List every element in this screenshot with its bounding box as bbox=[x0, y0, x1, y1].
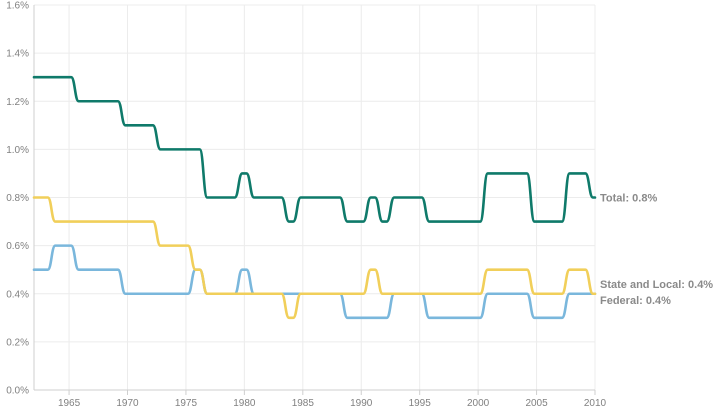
series-end-labels: Total: 0.8% State and Local: 0.4% Federal:… bbox=[600, 193, 713, 307]
y-tick-label: 1.2% bbox=[6, 97, 29, 108]
x-tick-label: 1965 bbox=[58, 398, 81, 408]
y-tick-label: 0.4% bbox=[6, 289, 29, 300]
x-tick-label: 1995 bbox=[409, 398, 432, 408]
y-tick-label: 1.4% bbox=[6, 49, 29, 60]
x-tick-label: 1985 bbox=[292, 398, 315, 408]
y-tick-label: 0.8% bbox=[6, 193, 29, 204]
y-tick-label: 0.0% bbox=[6, 386, 29, 397]
x-tick-label: 2000 bbox=[467, 398, 490, 408]
series-line-total bbox=[32, 75, 597, 223]
y-tick-label: 0.6% bbox=[6, 241, 29, 252]
series-lines bbox=[32, 75, 597, 320]
end-label-state_local: State and Local: 0.4% bbox=[600, 279, 713, 291]
y-tick-label: 1.0% bbox=[6, 145, 29, 156]
axes: 0.0% 0.2% 0.4% 0.6% 0.8% 1.0% 1.2% 1.4% 1.6% 1965… bbox=[6, 1, 606, 408]
y-tick-label: 0.2% bbox=[6, 337, 29, 348]
x-tick-label: 1990 bbox=[350, 398, 373, 408]
end-label-federal: Federal: 0.4% bbox=[600, 295, 671, 307]
x-tick-label: 1970 bbox=[116, 398, 139, 408]
end-label-total: Total: 0.8% bbox=[600, 193, 657, 205]
x-tick-label: 1980 bbox=[233, 398, 256, 408]
y-tick-label: 1.6% bbox=[6, 1, 29, 12]
series-line-federal bbox=[32, 244, 597, 320]
x-tick-label: 2005 bbox=[525, 398, 548, 408]
x-tick-label: 2010 bbox=[584, 398, 607, 408]
series-line-state_local bbox=[32, 196, 597, 320]
x-tick-label: 1975 bbox=[175, 398, 198, 408]
